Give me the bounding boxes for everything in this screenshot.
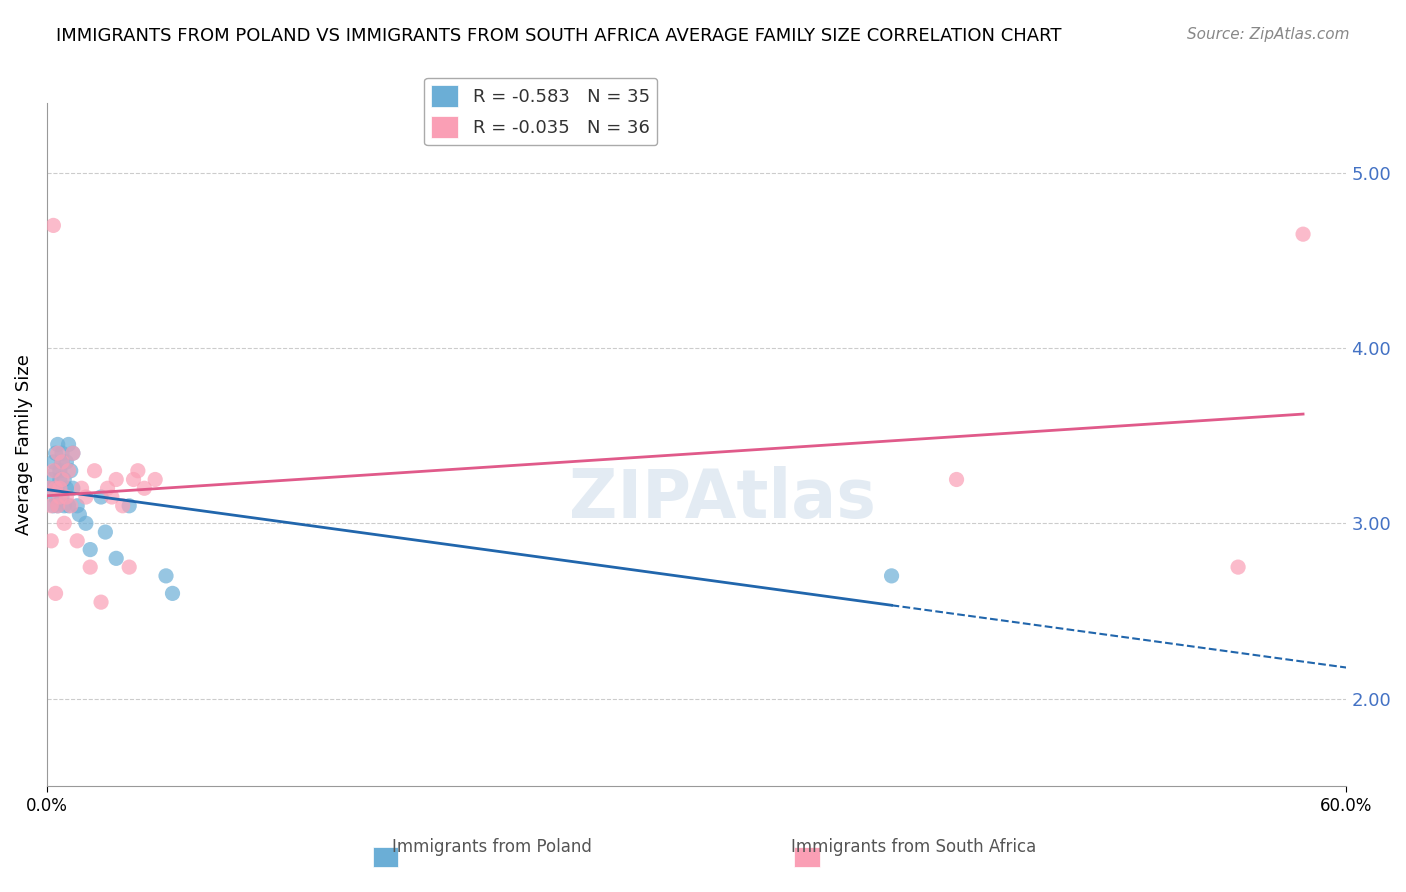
Point (62, 481, 84, 495)
Point (51, 455, 73, 469)
Point (96, 481, 118, 495)
Point (75, 490, 97, 504)
Point (51, 455, 73, 469)
Point (55, 490, 77, 504)
Point (90, 490, 112, 504)
Point (162, 586, 184, 600)
Point (118, 560, 141, 574)
Point (1292, 227, 1315, 242)
Point (1227, 560, 1250, 574)
Point (111, 499, 134, 513)
Point (39, 533, 62, 548)
Point (53, 516, 76, 531)
Point (51, 473, 73, 487)
Point (58, 499, 80, 513)
Point (83, 464, 105, 478)
Point (79, 542, 101, 557)
Point (118, 499, 141, 513)
Point (38, 481, 60, 495)
Point (45, 490, 67, 504)
Point (49, 473, 72, 487)
Point (59, 464, 82, 478)
Point (38, 481, 60, 495)
Point (42, 499, 65, 513)
Text: Immigrants from Poland: Immigrants from Poland (392, 838, 592, 856)
Point (67, 508, 90, 522)
Point (46, 499, 69, 513)
Point (134, 481, 156, 495)
Point (42, 219, 65, 233)
Point (105, 473, 128, 487)
Point (59, 499, 82, 513)
Point (66, 499, 89, 513)
Point (45, 481, 67, 495)
Text: ZIPAtlas: ZIPAtlas (569, 467, 876, 533)
Point (45, 446, 67, 460)
Point (39, 499, 62, 513)
Point (49, 464, 72, 478)
Point (70, 481, 93, 495)
Text: Source: ZipAtlas.com: Source: ZipAtlas.com (1187, 27, 1350, 42)
Point (143, 473, 166, 487)
Point (49, 481, 72, 495)
Point (55, 455, 77, 469)
Point (62, 446, 84, 460)
Point (51, 446, 73, 460)
Text: IMMIGRANTS FROM POLAND VS IMMIGRANTS FROM SOUTH AFRICA AVERAGE FAMILY SIZE CORRE: IMMIGRANTS FROM POLAND VS IMMIGRANTS FRO… (56, 27, 1062, 45)
Point (53, 473, 76, 487)
Point (49, 490, 72, 504)
Point (79, 560, 101, 574)
Point (42, 464, 65, 478)
Point (55, 481, 77, 495)
Point (58, 437, 80, 451)
Point (45, 464, 67, 478)
Point (105, 551, 128, 566)
Point (101, 490, 124, 504)
Point (42, 455, 65, 469)
Text: Immigrants from South Africa: Immigrants from South Africa (792, 838, 1036, 856)
Point (62, 446, 84, 460)
Point (880, 569, 903, 583)
Point (945, 473, 967, 487)
Point (46, 481, 69, 495)
Point (51, 490, 73, 504)
Point (94, 524, 117, 539)
Y-axis label: Average Family Size: Average Family Size (15, 354, 32, 535)
Point (66, 533, 89, 548)
Point (122, 473, 145, 487)
Point (155, 569, 177, 583)
Point (45, 586, 67, 600)
Point (46, 446, 69, 460)
Point (127, 464, 149, 478)
Point (46, 437, 69, 451)
Point (46, 499, 69, 513)
Point (75, 516, 97, 531)
Point (53, 499, 76, 513)
Point (58, 464, 80, 478)
Point (39, 473, 62, 487)
Legend: R = -0.583   N = 35, R = -0.035   N = 36: R = -0.583 N = 35, R = -0.035 N = 36 (425, 78, 657, 145)
Point (90, 595, 112, 609)
